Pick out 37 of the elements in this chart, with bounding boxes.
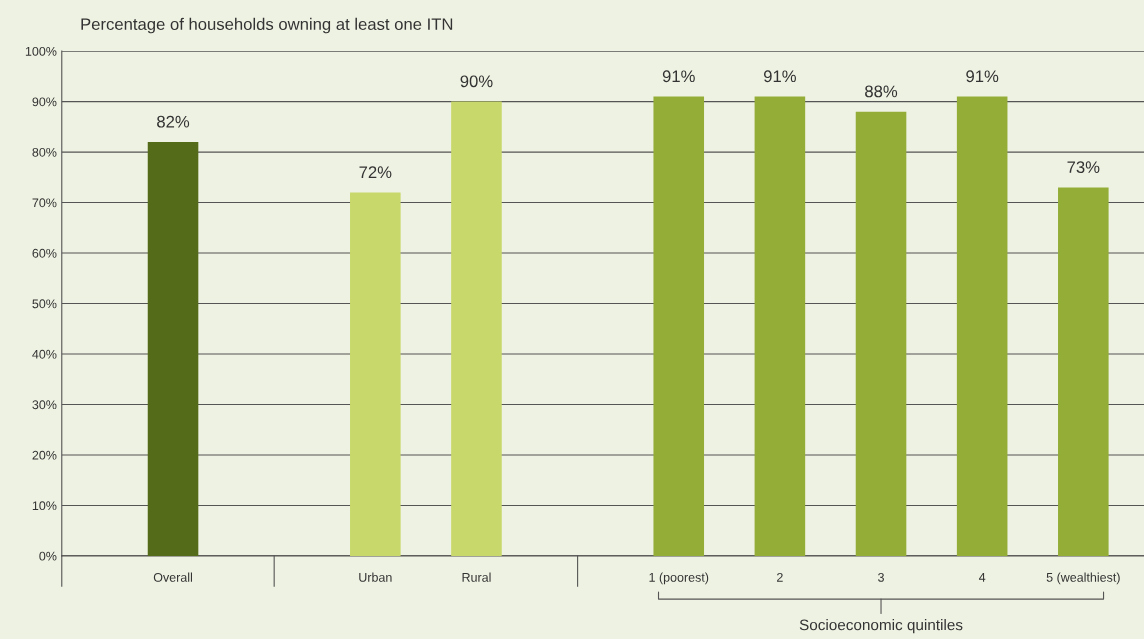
y-tick-label: 100%	[25, 46, 57, 56]
x-tick-label: 4	[978, 573, 986, 582]
y-tick-label: 60%	[32, 248, 57, 258]
y-tick-label: 10%	[32, 501, 57, 511]
x-tick-label: 5 (wealthiest)	[1046, 572, 1120, 585]
data-label: 91%	[662, 70, 695, 83]
bar	[1058, 187, 1109, 556]
data-label: 90%	[460, 75, 493, 88]
x-tick-label: Rural	[462, 572, 491, 582]
data-label: 72%	[359, 166, 392, 178]
x-tick-label: 2	[777, 572, 783, 582]
data-label: 91%	[763, 70, 796, 83]
x-tick-label: Overall	[153, 572, 192, 582]
bar	[653, 96, 705, 556]
bar	[754, 96, 806, 556]
bar	[956, 96, 1008, 556]
x-tick-label: 1 (poorest)	[649, 572, 709, 585]
bar	[855, 111, 907, 556]
y-tick-label: 40%	[32, 349, 57, 359]
bar	[147, 141, 199, 556]
bar	[350, 192, 401, 556]
y-tick-label: 70%	[32, 198, 57, 208]
data-label: 88%	[865, 85, 898, 98]
chart-title: Percentage of households owning at least one ITN	[81, 17, 453, 34]
y-tick-label: 0%	[39, 551, 57, 561]
bar	[451, 101, 502, 556]
y-tick-label: 80%	[32, 147, 57, 157]
data-label: 91%	[966, 70, 999, 83]
y-tick-label: 50%	[32, 299, 57, 309]
x-tick-label: Urban	[359, 572, 392, 582]
y-tick-label: 30%	[32, 400, 57, 410]
text: Socioeconomic quintiles	[799, 619, 963, 634]
y-tick-label: 90%	[32, 97, 57, 107]
x-tick-label: 3	[878, 572, 884, 582]
y-tick-label: 20%	[32, 450, 57, 460]
data-label: 82%	[157, 115, 190, 128]
data-label: 73%	[1067, 161, 1100, 174]
